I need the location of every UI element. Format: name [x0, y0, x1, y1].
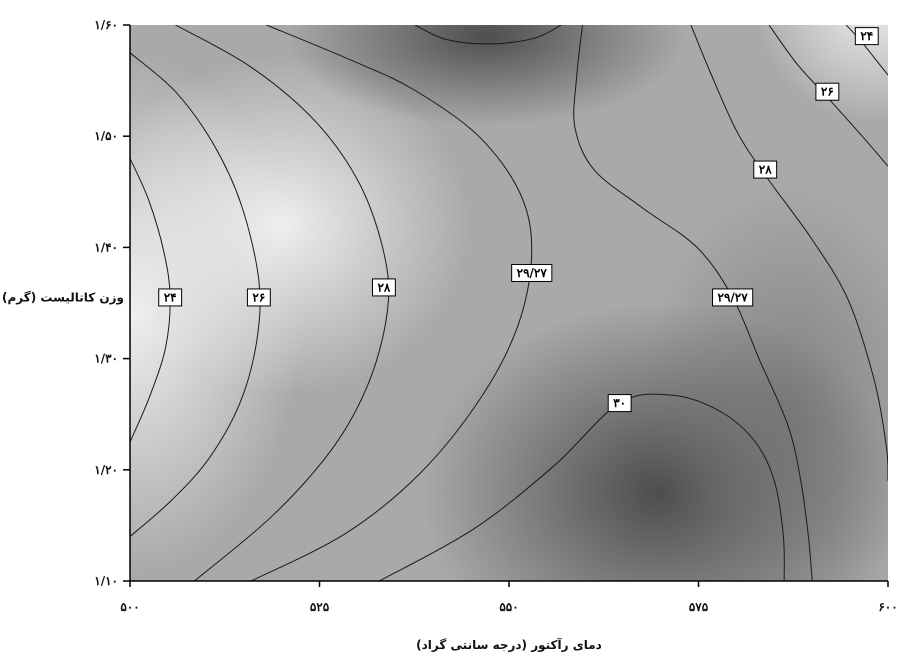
contour-line-c2927-right [573, 25, 813, 581]
y-tick-label: ۱/۳۰ [94, 352, 118, 366]
contour-label-text: ۲۴ [860, 29, 873, 43]
x-tick-label: ۵۲۵ [310, 600, 330, 614]
contour-label-text: ۲۹/۲۷ [718, 290, 749, 304]
contour-labels: ۲۴ ۲۶ ۲۸ ۲۹/۲۷ ۲۹/۲۷ ۲۸ ۲۶ ۲۴ ۳۰ [158, 27, 879, 413]
y-axis-title: وزن کاتالیست (گرم) [2, 290, 124, 305]
x-tick-label: ۵۰۰ [120, 600, 139, 614]
contour-label-text: ۲۶ [821, 85, 834, 99]
contour-label-c2927-left: ۲۹/۲۷ [511, 263, 553, 282]
contour-label-text: ۲۸ [759, 163, 772, 177]
contour-label-box [371, 278, 396, 297]
contour-label-box [511, 263, 553, 282]
y-tick-label: ۱/۵۰ [94, 129, 118, 143]
contour-label-c24-right: ۲۴ [854, 27, 879, 46]
y-tick-label: ۱/۴۰ [94, 240, 118, 254]
axes: ۵۰۰ ۵۲۵ ۵۵۰ ۵۷۵ ۶۰۰ ۱/۱۰ ۱/۲۰ ۱/۳۰ ۱/۴۰ ۱/۵۰ ۱/۶۰ [94, 18, 897, 614]
contour-label-text: ۲۴ [164, 290, 177, 304]
contour-label-c26-left: ۲۶ [246, 288, 271, 307]
contour-label-text: ۳۰ [613, 396, 626, 410]
y-tick-label: ۱/۱۰ [94, 574, 118, 588]
contour-label-c2927-right: ۲۹/۲۷ [712, 288, 754, 307]
contour-label-c30: ۳۰ [607, 394, 632, 413]
contour-label-box [854, 27, 879, 46]
contour-line-c30 [379, 393, 785, 581]
contour-label-c26-right: ۲۶ [815, 82, 840, 101]
x-tick-label: ۵۵۰ [499, 600, 518, 614]
contour-label-c24-left: ۲۴ [158, 288, 183, 307]
contour-line-c24-right [845, 25, 888, 76]
contour-label-box [607, 394, 632, 413]
y-tick-label: ۱/۶۰ [94, 18, 118, 32]
x-tick-label: ۶۰۰ [878, 600, 897, 614]
contour-label-box [712, 288, 754, 307]
contour-label-text: ۲۶ [252, 290, 265, 304]
contour-label-text: ۲۹/۲۷ [517, 266, 548, 280]
y-tick-label: ۱/۲۰ [94, 463, 118, 477]
contour-label-box [753, 160, 778, 179]
contour-label-box [158, 288, 183, 307]
contour-label-box [815, 82, 840, 101]
contour-label-c28-right: ۲۸ [753, 160, 778, 179]
x-tick-label: ۵۷۵ [689, 600, 709, 614]
contour-line-c29-top [414, 25, 562, 45]
contour-label-box [246, 288, 271, 307]
contour-label-text: ۲۸ [377, 280, 390, 294]
contour-line-c28-right [690, 25, 888, 481]
x-axis-title: دمای رآکتور (درجه سانتی گراد) [416, 637, 602, 653]
contour-label-c28-left: ۲۸ [371, 278, 396, 297]
